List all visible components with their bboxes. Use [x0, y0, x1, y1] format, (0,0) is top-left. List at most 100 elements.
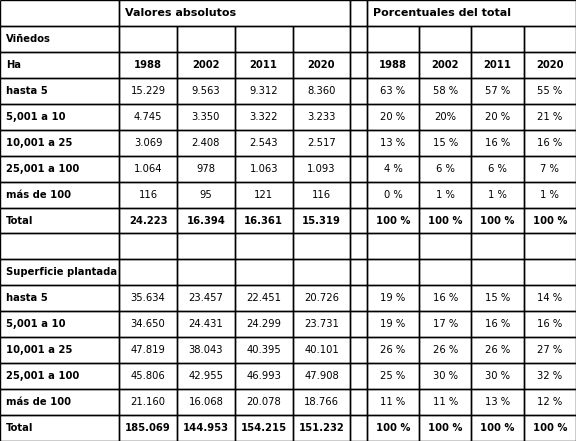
Text: 1.064: 1.064	[134, 164, 162, 174]
Text: 58 %: 58 %	[433, 86, 458, 96]
Text: 1 %: 1 %	[488, 190, 507, 200]
Text: 116: 116	[312, 190, 331, 200]
Text: 16.394: 16.394	[187, 216, 225, 225]
Text: 2011: 2011	[484, 60, 511, 70]
Text: 100 %: 100 %	[376, 423, 410, 433]
Text: 100 %: 100 %	[428, 216, 463, 225]
Text: 23.457: 23.457	[188, 293, 223, 303]
Text: 16 %: 16 %	[537, 319, 563, 329]
Text: 9.563: 9.563	[192, 86, 220, 96]
Text: 12 %: 12 %	[537, 397, 563, 407]
Text: 10,001 a 25: 10,001 a 25	[6, 138, 72, 148]
Text: 100 %: 100 %	[480, 423, 515, 433]
Text: 27 %: 27 %	[537, 345, 563, 355]
Text: 16 %: 16 %	[485, 319, 510, 329]
Text: 2002: 2002	[431, 60, 459, 70]
Text: 116: 116	[139, 190, 158, 200]
Text: 24.299: 24.299	[246, 319, 281, 329]
Text: 21 %: 21 %	[537, 112, 563, 122]
Text: 15.229: 15.229	[131, 86, 166, 96]
Text: 144.953: 144.953	[183, 423, 229, 433]
Text: 47.819: 47.819	[131, 345, 165, 355]
Text: 3.322: 3.322	[249, 112, 278, 122]
Text: 9.312: 9.312	[249, 86, 278, 96]
Text: 100 %: 100 %	[533, 423, 567, 433]
Text: 0 %: 0 %	[384, 190, 403, 200]
Text: 6 %: 6 %	[488, 164, 507, 174]
Text: 1988: 1988	[134, 60, 162, 70]
Text: 100 %: 100 %	[480, 216, 515, 225]
Text: hasta 5: hasta 5	[6, 86, 47, 96]
Text: hasta 5: hasta 5	[6, 293, 47, 303]
Text: 95: 95	[199, 190, 213, 200]
Text: 2020: 2020	[308, 60, 335, 70]
Text: 6 %: 6 %	[436, 164, 454, 174]
Text: 20 %: 20 %	[381, 112, 406, 122]
Text: 55 %: 55 %	[537, 86, 563, 96]
Text: 121: 121	[254, 190, 273, 200]
Text: 3.069: 3.069	[134, 138, 162, 148]
Text: 21.160: 21.160	[131, 397, 166, 407]
Text: 2.517: 2.517	[307, 138, 336, 148]
Text: 3.350: 3.350	[192, 112, 220, 122]
Text: 5,001 a 10: 5,001 a 10	[6, 319, 65, 329]
Text: 47.908: 47.908	[304, 371, 339, 381]
Text: 20.726: 20.726	[304, 293, 339, 303]
Text: 30 %: 30 %	[485, 371, 510, 381]
Text: 15 %: 15 %	[433, 138, 458, 148]
Text: 14 %: 14 %	[537, 293, 562, 303]
Text: 20.078: 20.078	[247, 397, 281, 407]
Text: 25,001 a 100: 25,001 a 100	[6, 164, 79, 174]
Text: 100 %: 100 %	[376, 216, 410, 225]
Text: 20%: 20%	[434, 112, 456, 122]
Text: 24.223: 24.223	[129, 216, 168, 225]
Text: 2.408: 2.408	[192, 138, 220, 148]
Text: 40.101: 40.101	[304, 345, 339, 355]
Text: más de 100: más de 100	[6, 190, 71, 200]
Text: 1988: 1988	[379, 60, 407, 70]
Text: 4.745: 4.745	[134, 112, 162, 122]
Text: Total: Total	[6, 216, 33, 225]
Text: 2011: 2011	[249, 60, 278, 70]
Text: 63 %: 63 %	[381, 86, 406, 96]
Text: 154.215: 154.215	[241, 423, 287, 433]
Text: 2.543: 2.543	[249, 138, 278, 148]
Text: 185.069: 185.069	[125, 423, 171, 433]
Text: 10,001 a 25: 10,001 a 25	[6, 345, 72, 355]
Text: 25,001 a 100: 25,001 a 100	[6, 371, 79, 381]
Text: más de 100: más de 100	[6, 397, 71, 407]
Text: 57 %: 57 %	[485, 86, 510, 96]
Text: 26 %: 26 %	[380, 345, 406, 355]
Text: 30 %: 30 %	[433, 371, 458, 381]
Text: Porcentuales del total: Porcentuales del total	[373, 8, 511, 18]
Text: 13 %: 13 %	[485, 397, 510, 407]
Text: 7 %: 7 %	[540, 164, 559, 174]
Text: 35.634: 35.634	[131, 293, 165, 303]
Text: 16 %: 16 %	[537, 138, 563, 148]
Text: 38.043: 38.043	[189, 345, 223, 355]
Text: 17 %: 17 %	[433, 319, 458, 329]
Text: 978: 978	[196, 164, 215, 174]
Text: 11 %: 11 %	[433, 397, 458, 407]
Text: 34.650: 34.650	[131, 319, 165, 329]
Text: 100 %: 100 %	[533, 216, 567, 225]
Text: 1.093: 1.093	[307, 164, 336, 174]
Text: 26 %: 26 %	[485, 345, 510, 355]
Text: 5,001 a 10: 5,001 a 10	[6, 112, 65, 122]
Text: 16 %: 16 %	[433, 293, 458, 303]
Text: Superficie plantada: Superficie plantada	[6, 267, 117, 277]
Text: 2020: 2020	[536, 60, 563, 70]
Text: 24.431: 24.431	[188, 319, 223, 329]
Text: 25 %: 25 %	[380, 371, 406, 381]
Text: 16.361: 16.361	[244, 216, 283, 225]
Text: 18.766: 18.766	[304, 397, 339, 407]
Text: 3.233: 3.233	[307, 112, 336, 122]
Text: 20 %: 20 %	[485, 112, 510, 122]
Text: 42.955: 42.955	[188, 371, 223, 381]
Text: Ha: Ha	[6, 60, 21, 70]
Text: 1 %: 1 %	[540, 190, 559, 200]
Text: 45.806: 45.806	[131, 371, 165, 381]
Text: 40.395: 40.395	[247, 345, 281, 355]
Text: 11 %: 11 %	[380, 397, 406, 407]
Text: 32 %: 32 %	[537, 371, 562, 381]
